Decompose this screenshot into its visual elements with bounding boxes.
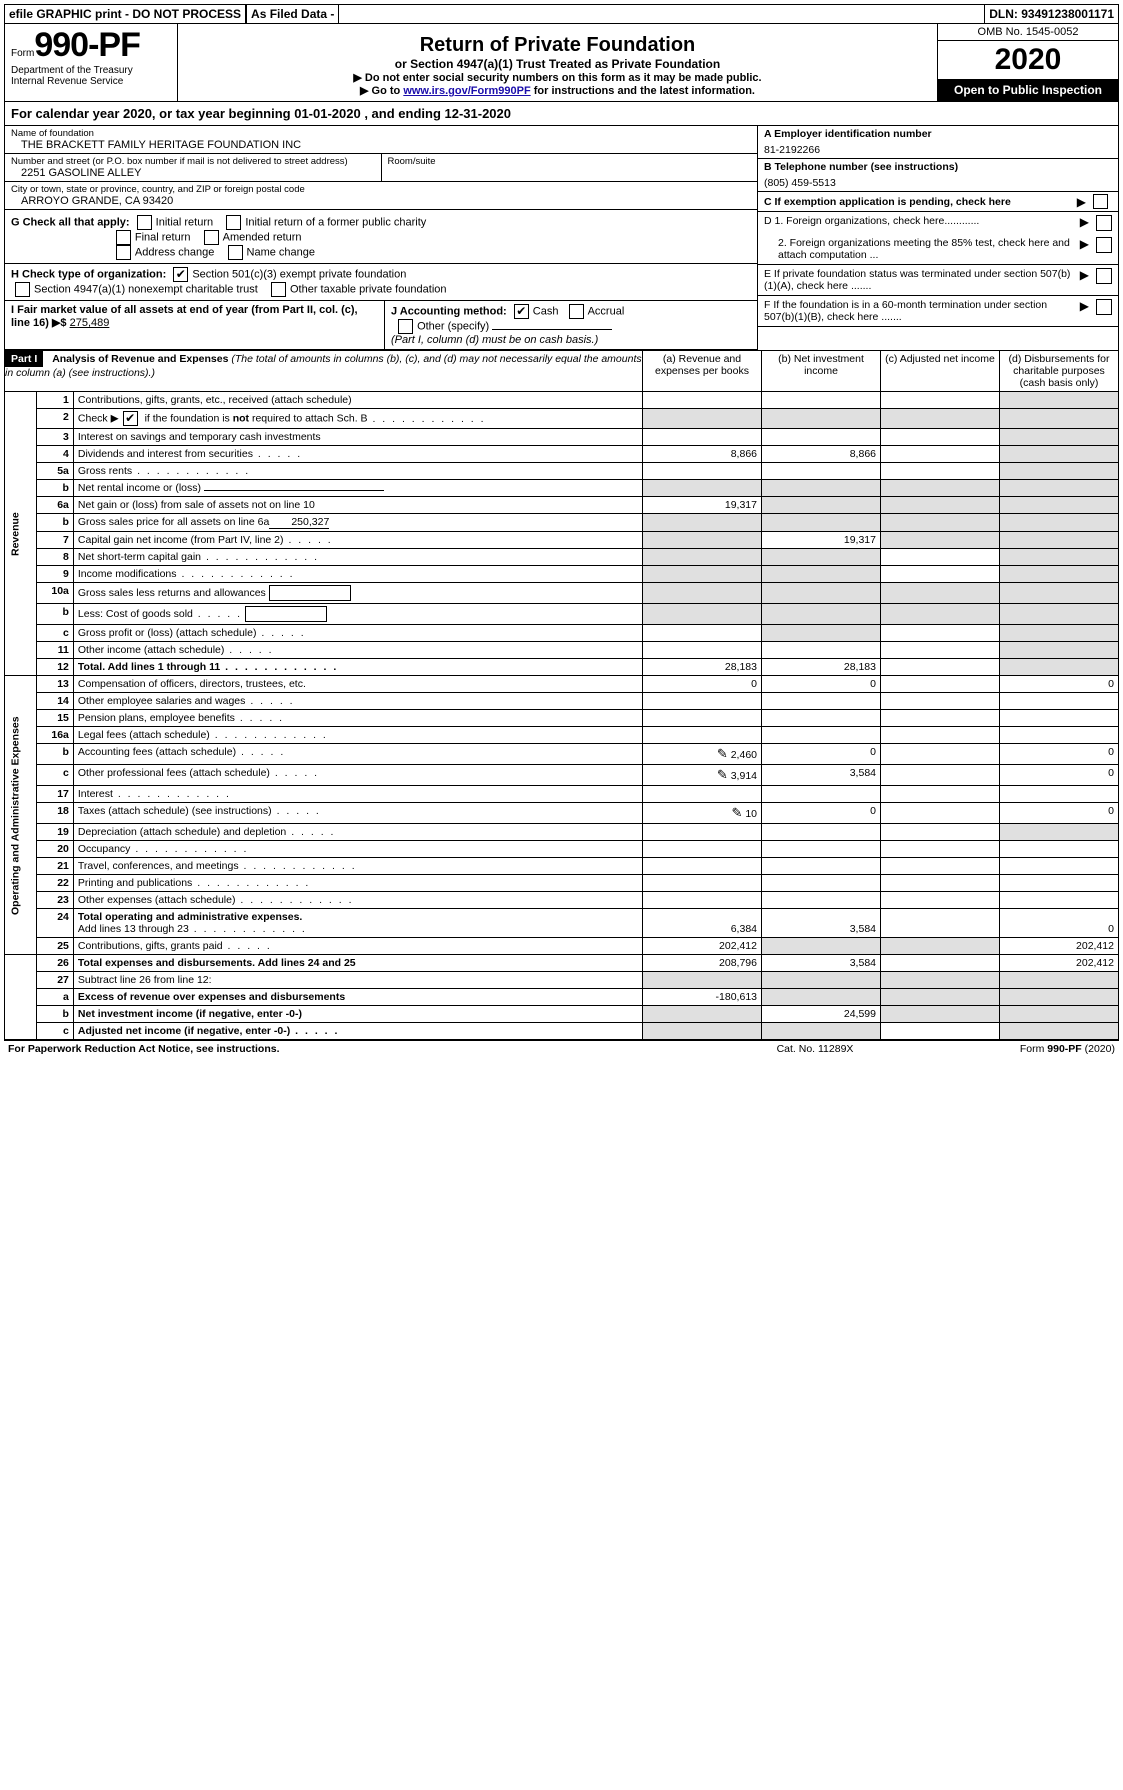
f-cb[interactable] bbox=[1096, 299, 1112, 315]
check-options-block: G Check all that apply: Initial return I… bbox=[4, 212, 1119, 350]
d2-label: 2. Foreign organizations meeting the 85%… bbox=[764, 237, 1077, 261]
accrual-cb[interactable] bbox=[569, 304, 584, 319]
cash-basis-note: (Part I, column (d) must be on cash basi… bbox=[391, 334, 598, 346]
addr-label: Number and street (or P.O. box number if… bbox=[11, 156, 375, 167]
form-footer: Form 990-PF (2020) bbox=[915, 1043, 1115, 1055]
section-g: G Check all that apply: Initial return I… bbox=[5, 212, 757, 264]
open-to-public: Open to Public Inspection bbox=[938, 79, 1118, 101]
part1-table: Part I Analysis of Revenue and Expenses … bbox=[4, 350, 1119, 1040]
e-cb[interactable] bbox=[1096, 268, 1112, 284]
phone-value: (805) 459-5513 bbox=[764, 173, 1112, 189]
dept-treasury: Department of the Treasury bbox=[11, 65, 171, 76]
amended-cb[interactable] bbox=[204, 230, 219, 245]
name-label: Name of foundation bbox=[11, 128, 751, 139]
top-status-bar: efile GRAPHIC print - DO NOT PROCESS As … bbox=[4, 4, 1119, 24]
other-method-cb[interactable] bbox=[398, 319, 413, 334]
col-b-header: (b) Net investment income bbox=[762, 351, 881, 392]
section-j: J Accounting method: ✔Cash Accrual Other… bbox=[385, 301, 757, 349]
warning-line: ▶ Do not enter social security numbers o… bbox=[184, 71, 931, 84]
e-label: E If private foundation status was termi… bbox=[764, 268, 1077, 292]
form-header: Form990-PF Department of the Treasury In… bbox=[4, 24, 1119, 102]
col-c-header: (c) Adjusted net income bbox=[881, 351, 1000, 392]
final-return-cb[interactable] bbox=[116, 230, 131, 245]
revenue-side-label: Revenue bbox=[5, 392, 37, 676]
dln: DLN: 93491238001171 bbox=[984, 4, 1119, 24]
part1-badge: Part I bbox=[5, 351, 43, 367]
section-i: I Fair market value of all assets at end… bbox=[5, 301, 385, 349]
ein-label: A Employer identification number bbox=[764, 128, 1112, 140]
initial-former-cb[interactable] bbox=[226, 215, 241, 230]
pencil-icon[interactable]: ✎ bbox=[717, 767, 728, 782]
omb-number: OMB No. 1545-0052 bbox=[938, 24, 1118, 41]
address-change-cb[interactable] bbox=[116, 245, 131, 260]
exemption-pending-label: C If exemption application is pending, c… bbox=[764, 196, 1074, 208]
cat-no: Cat. No. 11289X bbox=[715, 1043, 915, 1055]
arrow-icon: ▶ bbox=[1074, 195, 1089, 209]
pencil-icon[interactable]: ✎ bbox=[717, 746, 728, 761]
col-d-header: (d) Disbursements for charitable purpose… bbox=[1000, 351, 1119, 392]
other-taxable-cb[interactable] bbox=[271, 282, 286, 297]
phone-label: B Telephone number (see instructions) bbox=[764, 161, 1112, 173]
d1-cb[interactable] bbox=[1096, 215, 1112, 231]
as-filed: As Filed Data - bbox=[246, 4, 339, 24]
section-h: H Check type of organization: ✔Section 5… bbox=[5, 264, 757, 301]
paperwork-notice: For Paperwork Reduction Act Notice, see … bbox=[8, 1043, 715, 1055]
page-footer: For Paperwork Reduction Act Notice, see … bbox=[4, 1040, 1119, 1057]
col-a-header: (a) Revenue and expenses per books bbox=[643, 351, 762, 392]
city-state-zip: ARROYO GRANDE, CA 93420 bbox=[11, 195, 751, 207]
exemption-checkbox[interactable] bbox=[1093, 194, 1108, 209]
expenses-side-label: Operating and Administrative Expenses bbox=[5, 676, 37, 955]
501c3-cb[interactable]: ✔ bbox=[173, 267, 188, 282]
4947a1-cb[interactable] bbox=[15, 282, 30, 297]
initial-return-cb[interactable] bbox=[137, 215, 152, 230]
foundation-name: THE BRACKETT FAMILY HERITAGE FOUNDATION … bbox=[11, 139, 751, 151]
identification-block: Name of foundation THE BRACKETT FAMILY H… bbox=[4, 126, 1119, 212]
tax-year: 2020 bbox=[938, 41, 1118, 79]
form-number: 990-PF bbox=[34, 26, 140, 64]
cash-cb[interactable]: ✔ bbox=[514, 304, 529, 319]
form-subtitle: or Section 4947(a)(1) Trust Treated as P… bbox=[184, 57, 931, 71]
sch-b-cb[interactable]: ✔ bbox=[123, 411, 138, 426]
ein-value: 81-2192266 bbox=[764, 140, 1112, 156]
form-word: Form bbox=[11, 48, 34, 59]
d2-cb[interactable] bbox=[1096, 237, 1112, 253]
f-label: F If the foundation is in a 60-month ter… bbox=[764, 299, 1077, 323]
pencil-icon[interactable]: ✎ bbox=[731, 805, 742, 820]
efile-notice: efile GRAPHIC print - DO NOT PROCESS bbox=[4, 4, 246, 24]
d1-label: D 1. Foreign organizations, check here..… bbox=[764, 215, 1077, 227]
calendar-year: For calendar year 2020, or tax year begi… bbox=[4, 102, 1119, 126]
suite-label: Room/suite bbox=[388, 156, 752, 167]
street-address: 2251 GASOLINE ALLEY bbox=[11, 167, 375, 179]
city-label: City or town, state or province, country… bbox=[11, 184, 751, 195]
fmv-value: 275,489 bbox=[70, 317, 110, 329]
irs-link[interactable]: www.irs.gov/Form990PF bbox=[403, 85, 530, 97]
name-change-cb[interactable] bbox=[228, 245, 243, 260]
dept-irs: Internal Revenue Service bbox=[11, 76, 171, 87]
form-title: Return of Private Foundation bbox=[184, 34, 931, 57]
top-spacer bbox=[339, 4, 984, 24]
goto-line: ▶ Go to www.irs.gov/Form990PF for instru… bbox=[184, 84, 931, 97]
